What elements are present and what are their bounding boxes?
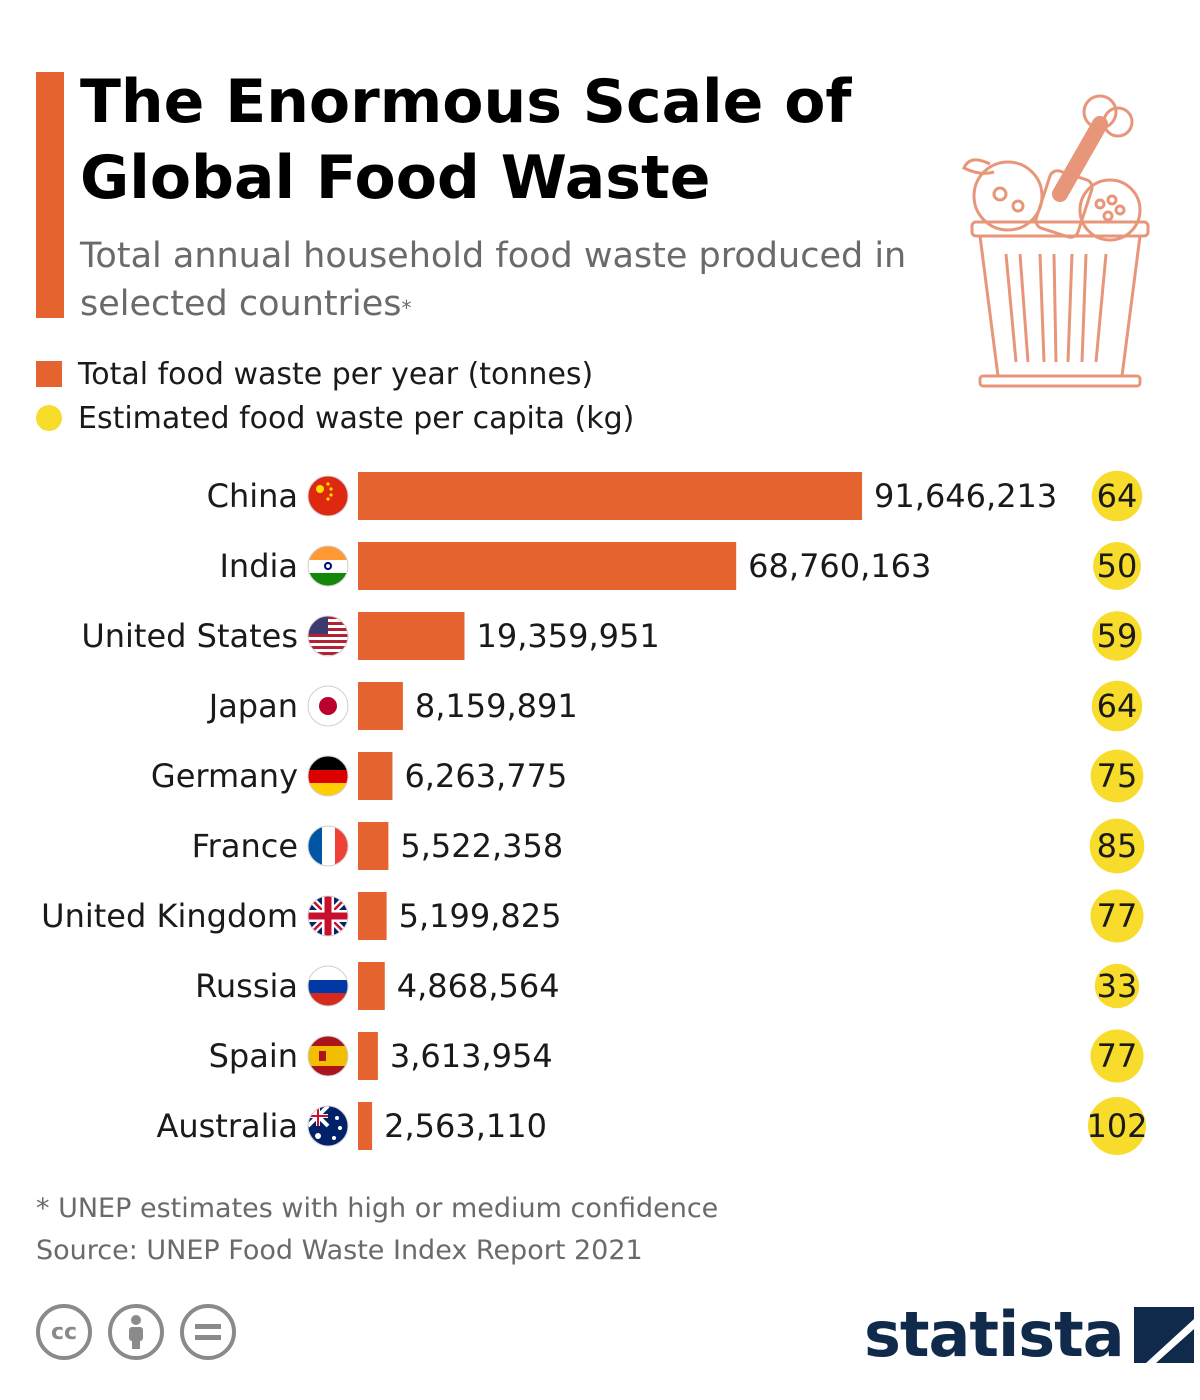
value-label-australia: 2,563,110 bbox=[384, 1107, 547, 1145]
legend-item-per-capita: Estimated food waste per capita (kg) bbox=[36, 396, 634, 440]
per-capita-label-germany: 75 bbox=[1097, 757, 1138, 795]
legend-dot-per-capita bbox=[36, 405, 62, 431]
per-capita-dot-russia bbox=[1094, 963, 1140, 1009]
per-capita-dot-united-kingdom bbox=[1090, 889, 1144, 943]
per-capita-dot-india bbox=[1093, 542, 1141, 590]
chart-subtitle: Total annual household food waste produc… bbox=[80, 232, 940, 328]
bar-spain bbox=[358, 1032, 378, 1080]
category-label-france: France bbox=[192, 827, 298, 865]
category-label-russia: Russia bbox=[195, 967, 298, 1005]
uk-flag-icon bbox=[307, 895, 349, 937]
source-text: Source: UNEP Food Waste Index Report 202… bbox=[36, 1235, 643, 1266]
legend-label-total: Total food waste per year (tonnes) bbox=[78, 356, 594, 392]
bar-united-kingdom bbox=[358, 892, 387, 940]
value-label-india: 68,760,163 bbox=[748, 547, 931, 585]
value-label-japan: 8,159,891 bbox=[415, 687, 578, 725]
per-capita-label-china: 64 bbox=[1097, 477, 1138, 515]
per-capita-label-australia: 102 bbox=[1086, 1107, 1147, 1145]
title-line-2: Global Food Waste bbox=[80, 143, 711, 213]
bar-united-states bbox=[358, 612, 465, 660]
per-capita-label-russia: 33 bbox=[1097, 967, 1138, 1005]
value-label-germany: 6,263,775 bbox=[404, 757, 567, 795]
legend-item-total: Total food waste per year (tonnes) bbox=[36, 352, 634, 396]
per-capita-label-france: 85 bbox=[1097, 827, 1138, 865]
category-label-australia: Australia bbox=[156, 1107, 298, 1145]
bar-chart: China 91,646,213 64 India 68,760,163 50 United… bbox=[41, 470, 1148, 1155]
no-derivatives-icon bbox=[180, 1304, 236, 1360]
legend-swatch-total bbox=[36, 361, 62, 387]
subtitle-text: Total annual household food waste produc… bbox=[80, 236, 907, 324]
per-capita-label-spain: 77 bbox=[1097, 1037, 1138, 1075]
category-label-germany: Germany bbox=[151, 757, 298, 795]
value-label-russia: 4,868,564 bbox=[397, 967, 560, 1005]
title-accent-bar bbox=[36, 72, 64, 318]
per-capita-dot-germany bbox=[1090, 749, 1144, 803]
value-label-france: 5,522,358 bbox=[400, 827, 563, 865]
russia-flag-icon bbox=[307, 965, 349, 1007]
license-icons: cc bbox=[36, 1304, 236, 1360]
category-label-united-kingdom: United Kingdom bbox=[41, 897, 298, 935]
bar-china bbox=[358, 472, 863, 520]
category-label-india: India bbox=[219, 547, 298, 585]
france-flag-icon bbox=[307, 825, 349, 867]
category-label-spain: Spain bbox=[209, 1037, 298, 1075]
per-capita-dot-united-states bbox=[1092, 611, 1142, 661]
per-capita-dot-china bbox=[1091, 470, 1143, 522]
statista-logo: statista bbox=[864, 1298, 1194, 1371]
chart-title: The Enormous Scale of Global Food Waste bbox=[80, 64, 920, 216]
per-capita-dot-japan bbox=[1091, 680, 1143, 732]
category-label-japan: Japan bbox=[207, 687, 298, 725]
per-capita-dot-france bbox=[1089, 818, 1145, 874]
china-flag-icon bbox=[307, 475, 349, 517]
legend-label-per-capita: Estimated food waste per capita (kg) bbox=[78, 400, 635, 436]
value-label-spain: 3,613,954 bbox=[390, 1037, 553, 1075]
bar-germany bbox=[358, 752, 393, 800]
per-capita-label-united-kingdom: 77 bbox=[1097, 897, 1138, 935]
legend: Total food waste per year (tonnes) Estim… bbox=[36, 352, 634, 440]
bar-australia bbox=[358, 1102, 373, 1150]
germany-flag-icon bbox=[307, 755, 349, 797]
bar-france bbox=[358, 822, 389, 870]
brand-name: statista bbox=[864, 1298, 1125, 1371]
per-capita-dot-australia bbox=[1088, 1097, 1146, 1155]
subtitle-footnote-mark: * bbox=[401, 296, 412, 320]
spain-flag-icon bbox=[307, 1035, 349, 1077]
footnote-block: * UNEP estimates with high or medium con… bbox=[36, 1188, 718, 1272]
value-label-united-kingdom: 5,199,825 bbox=[399, 897, 562, 935]
us-flag-icon bbox=[307, 615, 349, 657]
attribution-icon bbox=[108, 1304, 164, 1360]
per-capita-label-japan: 64 bbox=[1097, 687, 1138, 725]
bar-russia bbox=[358, 962, 385, 1010]
category-label-united-states: United States bbox=[81, 617, 298, 655]
food-waste-bin-icon bbox=[962, 94, 1150, 388]
per-capita-label-india: 50 bbox=[1097, 547, 1138, 585]
cc-license-icon: cc bbox=[36, 1304, 92, 1360]
per-capita-dot-spain bbox=[1090, 1029, 1144, 1083]
value-label-china: 91,646,213 bbox=[874, 477, 1057, 515]
australia-flag-icon bbox=[307, 1105, 349, 1147]
value-label-united-states: 19,359,951 bbox=[476, 617, 659, 655]
footnote-text: * UNEP estimates with high or medium con… bbox=[36, 1193, 719, 1224]
bar-japan bbox=[358, 682, 403, 730]
japan-flag-icon bbox=[307, 685, 349, 727]
category-label-china: China bbox=[207, 477, 298, 515]
per-capita-label-united-states: 59 bbox=[1097, 617, 1138, 655]
title-line-1: The Enormous Scale of bbox=[80, 67, 852, 137]
india-flag-icon bbox=[307, 545, 349, 587]
bar-india bbox=[358, 542, 737, 590]
statista-mark-icon bbox=[1133, 1306, 1194, 1363]
